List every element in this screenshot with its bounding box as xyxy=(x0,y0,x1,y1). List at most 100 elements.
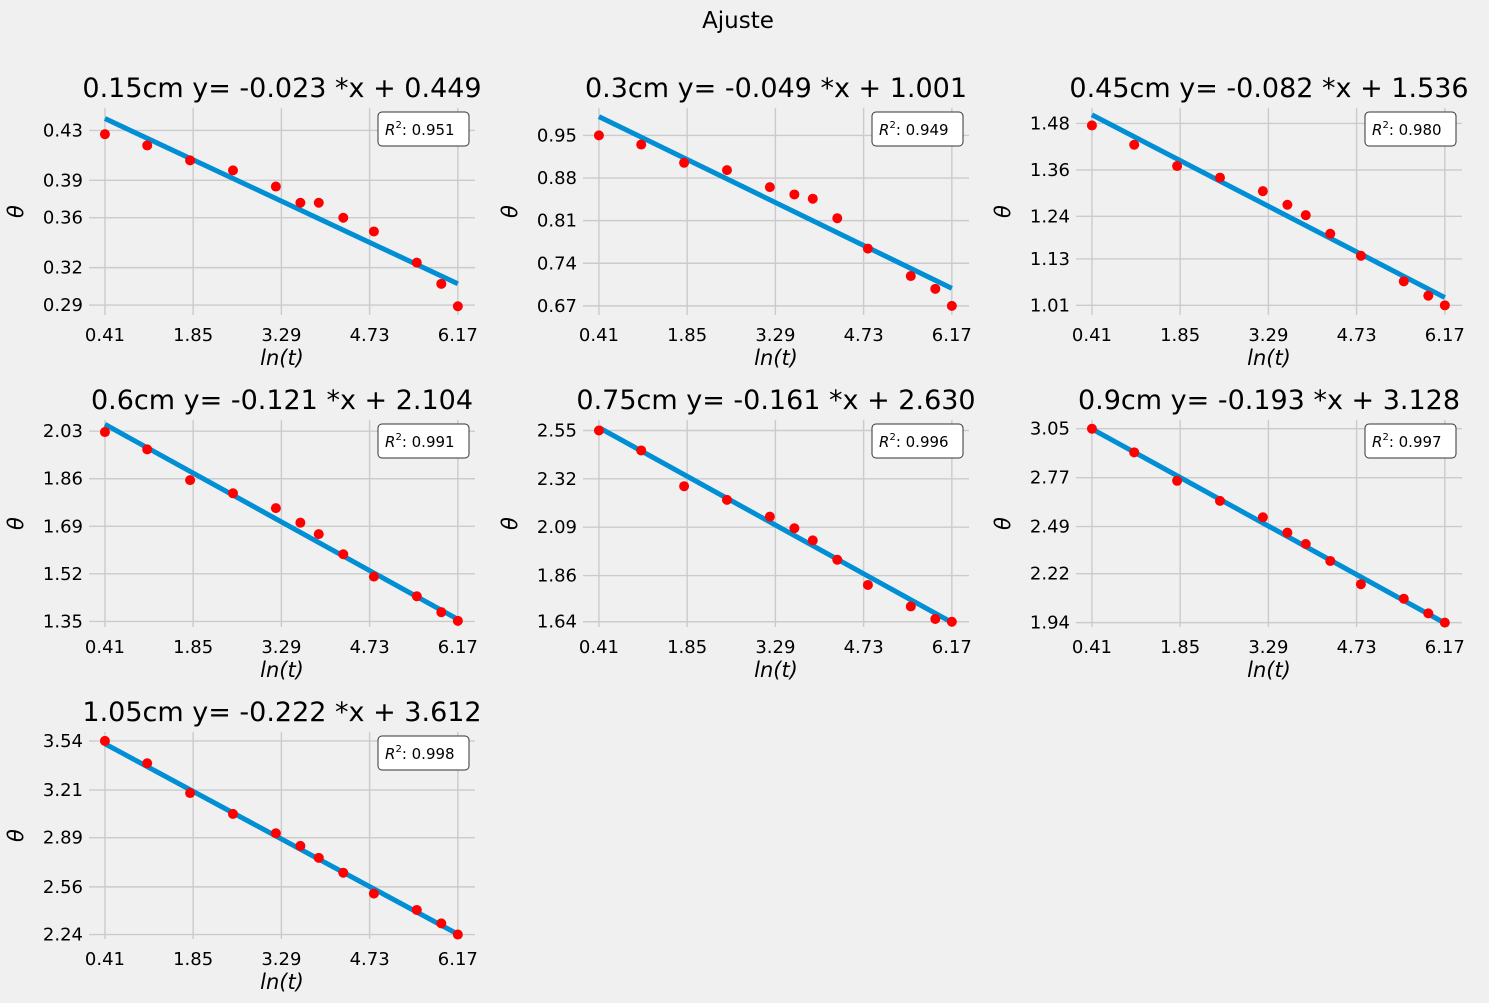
data-point xyxy=(1282,199,1293,210)
r2-annotation-box xyxy=(377,735,470,771)
data-point xyxy=(270,828,281,839)
data-point xyxy=(411,591,422,602)
data-point xyxy=(1129,447,1140,458)
x-tick-label: 4.73 xyxy=(1337,325,1377,346)
r2-annotation-box xyxy=(871,111,964,147)
r2-annotation: R2: 0.991 xyxy=(385,432,455,451)
data-point xyxy=(832,554,843,565)
x-tick-label: 6.17 xyxy=(932,637,972,658)
data-point xyxy=(764,511,775,522)
y-tick-label: 1.86 xyxy=(537,566,577,587)
data-point xyxy=(1257,186,1268,197)
r2-annotation: R2: 0.997 xyxy=(1372,432,1442,451)
x-tick-label: 0.41 xyxy=(579,637,619,658)
subplot-1: 0.41 1.85 3.29 4.73 6.17 0.29 0.32 0.36 0.39 0.43… xyxy=(4,73,482,370)
data-point xyxy=(227,808,238,819)
data-point xyxy=(721,494,732,505)
data-point xyxy=(905,601,916,612)
data-point xyxy=(1423,608,1434,619)
r2-annotation: R2: 0.951 xyxy=(385,120,455,139)
data-point xyxy=(1439,300,1450,311)
r2-annotation-box xyxy=(1364,111,1457,147)
subplot-title: 0.45cm y= -0.082 *x + 1.536 xyxy=(1069,73,1468,104)
r2-annotation: R2: 0.980 xyxy=(1372,120,1442,139)
x-tick-label: 1.85 xyxy=(1160,325,1200,346)
y-tick-label: 2.09 xyxy=(537,517,577,538)
data-point xyxy=(930,614,941,625)
data-point xyxy=(1300,210,1311,221)
data-point xyxy=(452,301,463,312)
data-point xyxy=(807,193,818,204)
data-point xyxy=(368,888,379,899)
y-tick-label: 1.36 xyxy=(1030,160,1070,181)
y-tick-label: 0.74 xyxy=(537,253,577,274)
y-tick-label: 0.88 xyxy=(537,168,577,189)
y-tick-label: 1.69 xyxy=(43,516,83,537)
x-tick-label: 4.73 xyxy=(350,325,390,346)
x-tick-label: 4.73 xyxy=(350,637,390,658)
y-tick-label: 2.24 xyxy=(43,925,83,946)
data-point xyxy=(227,165,238,176)
data-point xyxy=(338,549,349,560)
subplot-title: 0.6cm y= -0.121 *x + 2.104 xyxy=(91,385,473,416)
subplot-3: 0.41 1.85 3.29 4.73 6.17 1.01 1.13 1.24 1.36 1.48… xyxy=(991,73,1469,370)
x-axis-label: ln(t) xyxy=(260,346,304,370)
x-tick-label: 3.29 xyxy=(755,325,795,346)
x-tick-label: 1.85 xyxy=(173,325,213,346)
data-point xyxy=(436,278,447,289)
data-point xyxy=(679,481,690,492)
data-point xyxy=(946,616,957,627)
y-tick-label: 2.49 xyxy=(1030,517,1070,538)
fit-line xyxy=(103,422,460,622)
x-tick-label: 3.29 xyxy=(755,637,795,658)
x-tick-label: 3.29 xyxy=(1248,637,1288,658)
data-point xyxy=(270,181,281,192)
fit-line xyxy=(597,114,953,291)
data-point xyxy=(862,243,873,254)
x-tick-label: 0.41 xyxy=(85,949,125,970)
x-tick-label: 0.41 xyxy=(1072,325,1112,346)
data-point xyxy=(411,257,422,268)
x-tick-label: 4.73 xyxy=(844,637,884,658)
data-point xyxy=(1257,512,1268,523)
x-axis-label: ln(t) xyxy=(1247,346,1291,370)
y-tick-label: 1.94 xyxy=(1030,613,1070,634)
x-tick-label: 0.41 xyxy=(579,325,619,346)
data-point xyxy=(721,165,732,176)
data-point xyxy=(452,615,463,626)
data-point xyxy=(313,529,324,540)
subplot-title: 0.9cm y= -0.193 *x + 3.128 xyxy=(1078,385,1460,416)
y-tick-label: 0.32 xyxy=(43,258,83,279)
y-tick-label: 2.89 xyxy=(43,828,83,849)
data-point xyxy=(905,271,916,282)
data-point xyxy=(227,488,238,499)
data-point xyxy=(1325,555,1336,566)
y-tick-label: 2.03 xyxy=(43,421,83,442)
x-tick-label: 3.29 xyxy=(261,325,301,346)
data-point xyxy=(807,535,818,546)
fit-line xyxy=(103,116,459,286)
data-point xyxy=(185,475,196,486)
data-point xyxy=(313,852,324,863)
x-tick-label: 4.73 xyxy=(1337,637,1377,658)
data-point xyxy=(1086,120,1097,131)
data-point xyxy=(1129,139,1140,150)
x-tick-label: 0.41 xyxy=(85,325,125,346)
data-point xyxy=(436,607,447,618)
y-tick-label: 2.32 xyxy=(537,469,577,490)
y-tick-label: 0.81 xyxy=(537,211,577,232)
data-point xyxy=(789,523,800,534)
data-point xyxy=(142,140,153,151)
r2-annotation-box xyxy=(377,111,470,147)
figure-suptitle: Ajuste xyxy=(702,8,774,34)
data-point xyxy=(1214,172,1225,183)
data-point xyxy=(142,758,153,769)
y-tick-label: 1.35 xyxy=(43,611,83,632)
data-point xyxy=(1172,475,1183,486)
data-point xyxy=(295,197,306,208)
fit-line xyxy=(597,425,954,625)
y-tick-label: 0.29 xyxy=(43,295,83,316)
y-tick-label: 1.64 xyxy=(537,612,577,633)
y-tick-label: 1.86 xyxy=(43,469,83,490)
